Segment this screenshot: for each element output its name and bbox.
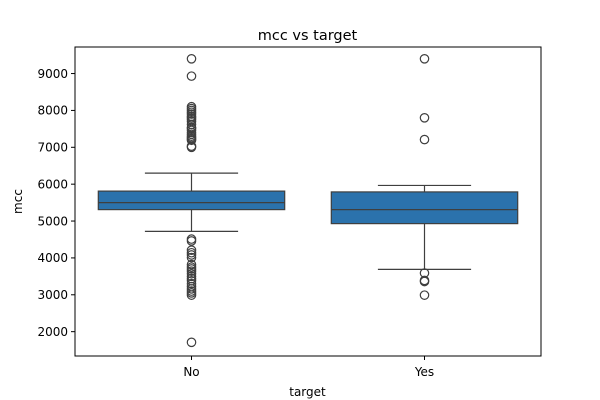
x-axis: No Yes <box>183 356 434 379</box>
outlier-point <box>419 268 430 278</box>
outlier-point <box>186 53 197 64</box>
plot-area <box>97 53 519 348</box>
box-group-yes <box>330 53 519 300</box>
outlier-point <box>186 262 197 272</box>
outlier-point <box>419 275 430 286</box>
plot-frame <box>74 46 542 357</box>
iqr-box <box>330 191 519 225</box>
outlier-point <box>186 122 197 133</box>
outlier-point <box>419 112 430 123</box>
outlier-point <box>186 259 197 270</box>
y-tick-label: 7000 <box>37 141 68 155</box>
outlier-point <box>186 271 197 282</box>
y-tick-label: 9000 <box>37 67 68 81</box>
outlier-point <box>419 134 430 145</box>
outlier-point <box>186 101 197 112</box>
x-axis-title: target <box>289 385 326 399</box>
y-tick-label: 5000 <box>37 214 68 228</box>
iqr-box <box>97 190 286 211</box>
outlier-point <box>419 290 430 300</box>
x-tick-label: No <box>183 365 199 379</box>
y-tick-label: 6000 <box>37 177 68 191</box>
y-tick-label: 4000 <box>37 251 68 265</box>
y-tick-label: 2000 <box>37 325 68 339</box>
y-axis-title: mcc <box>11 189 25 214</box>
outlier-point <box>186 252 197 263</box>
box-group-no <box>97 53 286 348</box>
chart-title: mcc vs target <box>258 28 358 44</box>
outlier-point <box>186 278 197 289</box>
outlier-point <box>186 245 197 255</box>
outlier-point <box>186 337 197 348</box>
x-tick-label: Yes <box>414 365 434 379</box>
y-axis: 2000 3000 4000 5000 6000 7000 8000 9000 <box>37 67 75 339</box>
outlier-point <box>186 234 197 244</box>
y-tick-label: 8000 <box>37 104 68 118</box>
outlier-point <box>419 53 430 64</box>
outlier-point <box>186 71 197 81</box>
y-tick-label: 3000 <box>37 288 68 302</box>
outlier-point <box>186 247 197 258</box>
outlier-point <box>186 268 197 279</box>
